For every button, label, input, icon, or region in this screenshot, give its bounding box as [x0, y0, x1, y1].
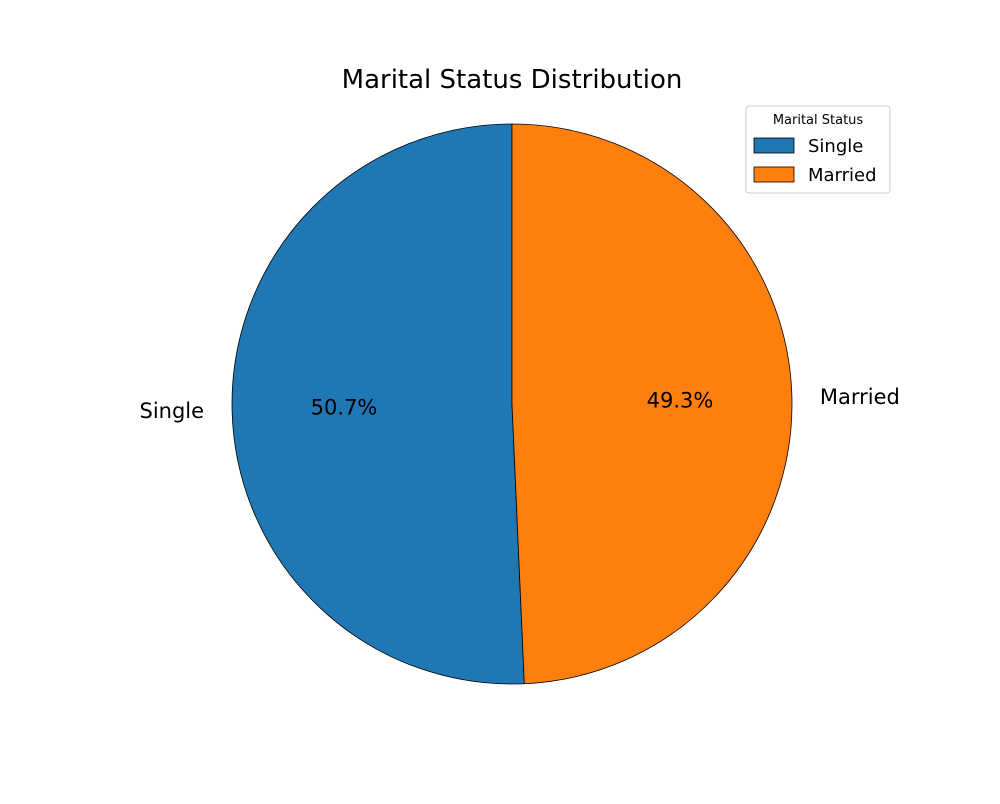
legend-label-single: Single [808, 136, 863, 157]
pie-slice-single [231, 123, 525, 685]
legend: Marital Status Single Married [745, 105, 891, 194]
legend-title: Marital Status [773, 113, 864, 128]
legend-swatch-married [753, 166, 795, 183]
chart-title: Marital Status Distribution [342, 65, 683, 95]
pie-category-label-married: Married [820, 385, 900, 409]
legend-label-married: Married [808, 165, 877, 186]
pie-slice-married [511, 123, 793, 685]
pie-category-labels: Single Married [140, 385, 900, 423]
pie-value-labels: 50.7% 49.3% [311, 388, 714, 419]
pie-value-label-married: 49.3% [647, 388, 714, 412]
pie-value-label-single: 50.7% [311, 396, 378, 420]
legend-swatch-single [753, 137, 795, 154]
pie-slices [231, 123, 793, 685]
pie-category-label-single: Single [140, 399, 205, 423]
